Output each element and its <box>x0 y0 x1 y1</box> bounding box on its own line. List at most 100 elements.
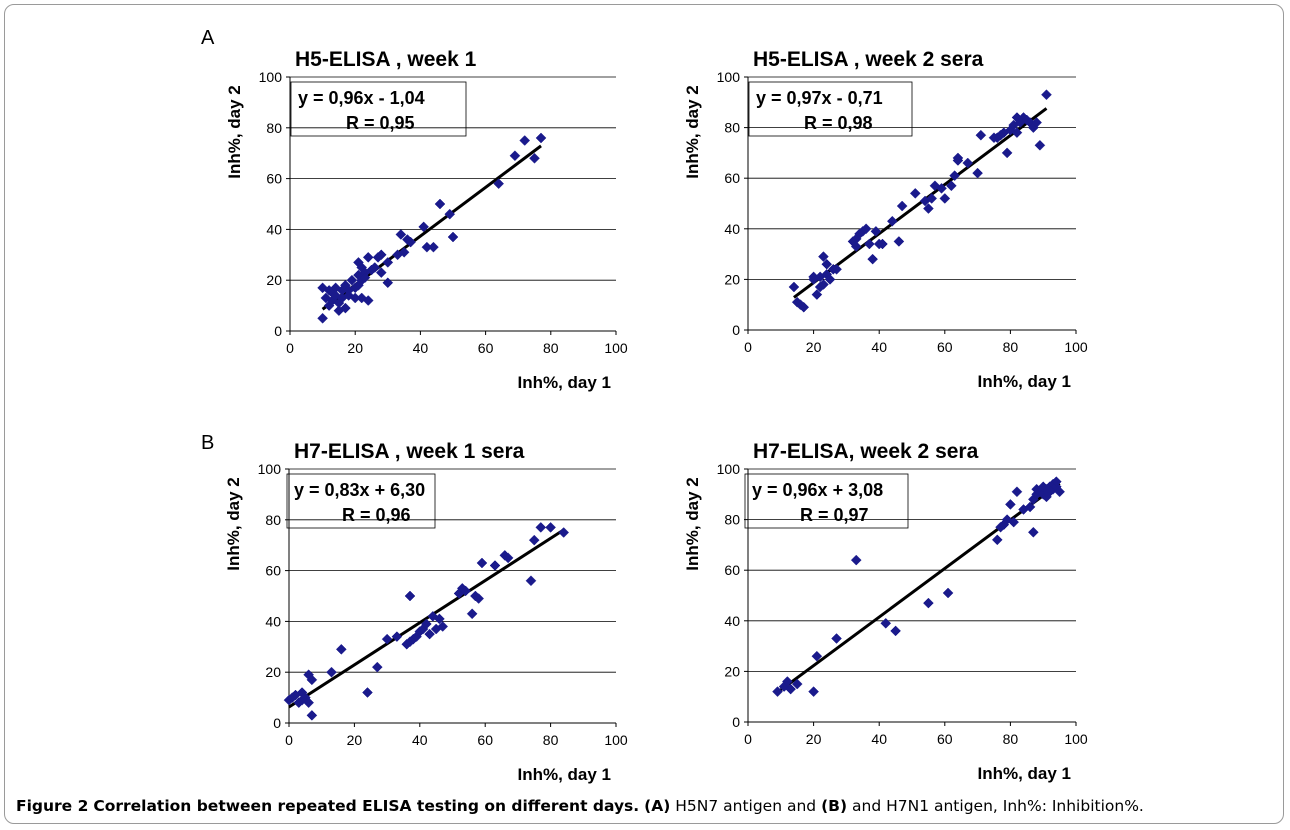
data-point <box>340 302 351 314</box>
scatter-chart-4: 0 20 40 60 80 100 0 20 40 60 80 100 H7-ELISA, week 2… <box>683 440 1088 783</box>
data-point <box>473 593 485 604</box>
chart-title: H5-ELISA , week 1 <box>295 48 477 71</box>
data-point <box>460 585 471 597</box>
scatter-chart-2: 0 20 40 60 80 100 0 20 40 60 80 100 H5-ELISA , week … <box>683 48 1088 391</box>
data-point <box>525 575 537 587</box>
trendline <box>288 528 565 709</box>
data-point <box>864 238 875 250</box>
x-tick-label: 0 <box>744 339 752 355</box>
y-tick-label: 40 <box>265 613 281 629</box>
data-point <box>831 263 842 275</box>
y-tick-label: 60 <box>724 562 740 578</box>
regression-equation: y = 0,83x + 6,30 <box>294 480 425 500</box>
data-point <box>381 633 393 645</box>
data-point <box>528 534 540 546</box>
data-point <box>558 527 570 538</box>
x-tick-label: 80 <box>543 732 559 748</box>
x-tick-label: 80 <box>1003 339 1019 355</box>
data-point <box>519 135 531 146</box>
data-point <box>382 277 394 289</box>
regression-equation: y = 0,96x - 1,04 <box>298 88 425 108</box>
data-point <box>535 132 547 144</box>
data-point <box>306 710 318 721</box>
data-point <box>818 279 829 290</box>
data-point <box>424 628 435 640</box>
data-point <box>317 312 328 324</box>
x-tick-label: 100 <box>604 732 628 748</box>
data-point <box>1001 147 1013 159</box>
data-point <box>398 246 410 258</box>
data-point <box>1054 486 1065 498</box>
equation-box <box>286 473 436 529</box>
data-point <box>420 618 432 630</box>
x-tick-label: 40 <box>413 340 429 356</box>
data-point <box>785 683 796 695</box>
data-point <box>880 617 892 629</box>
y-tick-label: 100 <box>717 461 741 477</box>
x-tick-label: 20 <box>347 732 363 748</box>
scatter-chart-3: 0 20 40 60 80 100 0 20 40 60 80 100 H7-ELISA , week … <box>224 440 628 784</box>
y-tick-label: 80 <box>724 120 740 136</box>
data-point <box>371 661 383 673</box>
panel-label-a: A <box>201 27 215 49</box>
data-point <box>867 253 878 265</box>
y-tick-label: 60 <box>266 171 282 187</box>
data-point <box>303 697 314 709</box>
data-point <box>791 678 803 690</box>
data-point <box>434 198 446 210</box>
x-tick-label: 60 <box>478 340 494 356</box>
y-tick-label: 100 <box>259 69 283 85</box>
y-tick-label: 20 <box>724 271 740 287</box>
y-axis-label: Inh%, day 2 <box>224 477 243 571</box>
x-tick-label: 40 <box>871 731 887 747</box>
x-tick-label: 40 <box>412 732 428 748</box>
y-tick-label: 60 <box>265 563 281 579</box>
x-tick-label: 20 <box>347 340 363 356</box>
data-point <box>502 552 514 564</box>
data-point <box>1028 526 1039 538</box>
data-point <box>509 150 521 162</box>
chart-title: H7-ELISA , week 1 sera <box>294 440 525 463</box>
data-point <box>909 188 921 199</box>
data-point <box>991 534 1003 546</box>
x-tick-label: 0 <box>286 340 294 356</box>
data-point <box>1011 127 1023 139</box>
data-point <box>818 251 829 262</box>
y-tick-label: 20 <box>266 272 282 288</box>
x-axis-label: Inh%, day 1 <box>517 373 611 392</box>
y-tick-label: 0 <box>273 715 281 731</box>
data-point <box>359 272 371 284</box>
data-point <box>850 241 862 252</box>
data-point <box>1011 486 1023 498</box>
data-point <box>428 241 439 253</box>
y-tick-label: 80 <box>266 120 282 136</box>
data-point <box>326 666 337 678</box>
x-tick-label: 100 <box>1064 339 1088 355</box>
data-point <box>975 129 987 141</box>
equation-box <box>744 473 909 529</box>
x-tick-label: 100 <box>604 340 628 356</box>
y-tick-label: 60 <box>724 170 740 186</box>
x-tick-label: 80 <box>1003 731 1019 747</box>
data-point <box>395 229 407 240</box>
scatter-chart-1: 0 20 40 60 80 100 0 20 40 60 80 100 H5-ELISA , week … <box>225 48 628 392</box>
data-point <box>824 274 836 285</box>
data-point <box>1050 476 1062 488</box>
regression-equation: y = 0,96x + 3,08 <box>752 480 883 500</box>
data-point <box>962 157 974 169</box>
x-tick-label: 0 <box>285 732 293 748</box>
data-point <box>811 289 823 300</box>
data-point <box>535 522 547 533</box>
data-point <box>1031 117 1042 128</box>
x-axis-label: Inh%, day 1 <box>977 372 1071 391</box>
data-point <box>1034 139 1046 151</box>
data-point <box>404 590 416 602</box>
data-point <box>788 281 800 293</box>
caption-title: Correlation between repeated ELISA testi… <box>93 797 640 815</box>
x-tick-label: 60 <box>937 731 953 747</box>
data-point <box>1008 516 1020 528</box>
data-point <box>936 182 947 194</box>
data-point <box>493 178 504 190</box>
y-tick-label: 40 <box>724 221 740 237</box>
data-point <box>346 274 358 286</box>
